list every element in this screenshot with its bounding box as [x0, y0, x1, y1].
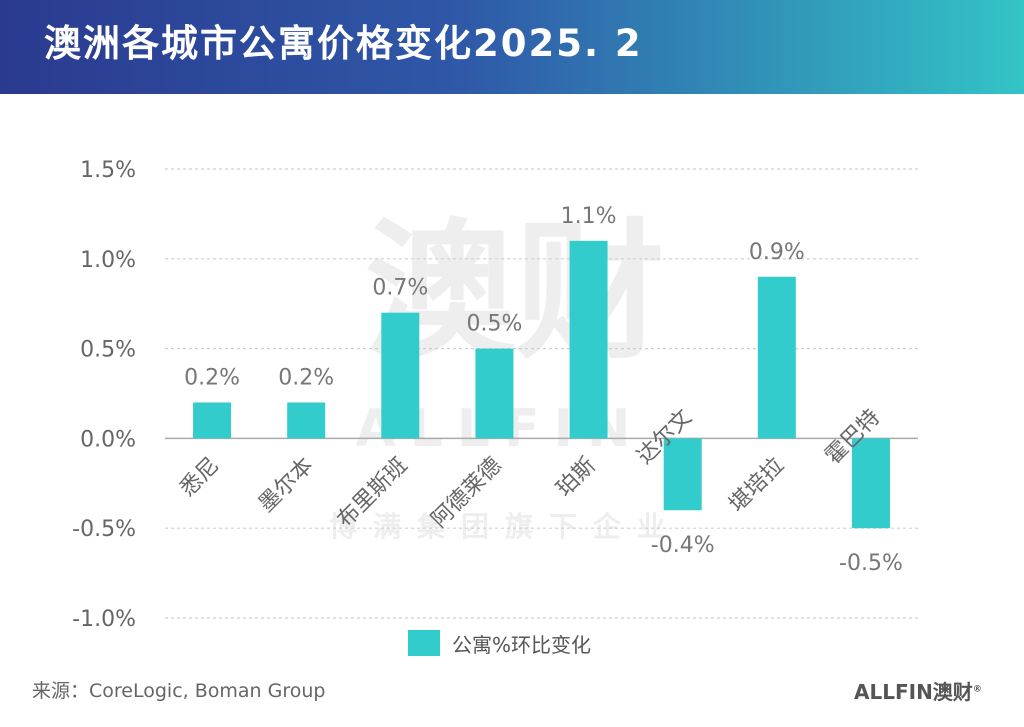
- data-label: 0.7%: [372, 276, 428, 301]
- data-label: 0.9%: [749, 240, 805, 265]
- legend-swatch: [408, 630, 440, 656]
- bar: [569, 240, 608, 439]
- watermark-slogan: 博满集团旗下企业: [329, 510, 681, 543]
- brand-logo: ALLFIN澳财®: [854, 676, 982, 705]
- bars: [193, 240, 890, 529]
- bar: [287, 402, 326, 439]
- y-tick-label: 1.5%: [80, 158, 136, 183]
- data-label: 0.2%: [184, 365, 240, 390]
- legend-label: 公寓%环比变化: [452, 632, 592, 657]
- data-label: -0.5%: [839, 551, 903, 576]
- value-labels: 0.2% 0.2% 0.7% 0.5% 1.1% -0.4% 0.9% -0.5%: [184, 204, 903, 576]
- category-label: 悉尼: [176, 453, 225, 502]
- data-label: -0.4%: [651, 533, 715, 558]
- category-label: 珀斯: [552, 453, 601, 502]
- data-label: 0.2%: [278, 365, 334, 390]
- bar-chart: 澳财 ALLFIN 博满集团旗下企业 1.5%1.0%0.5%0.0%-0.5%…: [72, 158, 918, 632]
- y-tick-label: 0.0%: [80, 427, 136, 452]
- chart-title: 澳洲各城市公寓价格变化2025. 2: [44, 22, 643, 65]
- bar: [475, 348, 514, 439]
- legend: 公寓%环比变化: [408, 628, 591, 658]
- source-note: 来源：CoreLogic, Boman Group: [32, 680, 326, 702]
- bar: [851, 438, 890, 529]
- brand-text: ALLFIN澳财: [854, 680, 973, 704]
- data-label: 0.5%: [466, 312, 522, 337]
- y-tick-label: 0.5%: [80, 338, 136, 363]
- bar: [193, 402, 232, 439]
- category-label: 堪培拉: [725, 453, 789, 517]
- brand-mark: ®: [972, 684, 982, 695]
- y-tick-label: 1.0%: [80, 248, 136, 273]
- y-axis: 1.5% 1.0% 0.5% 0.0% -0.5% -1.0%: [72, 158, 136, 632]
- category-label: 墨尔本: [254, 453, 318, 517]
- data-label: 1.1%: [561, 204, 617, 229]
- bar: [381, 312, 420, 439]
- bar: [757, 276, 796, 439]
- title-banner: 澳洲各城市公寓价格变化2025. 2: [0, 0, 1024, 94]
- y-tick-label: -1.0%: [72, 607, 136, 632]
- y-tick-label: -0.5%: [72, 517, 136, 542]
- bar: [663, 438, 702, 511]
